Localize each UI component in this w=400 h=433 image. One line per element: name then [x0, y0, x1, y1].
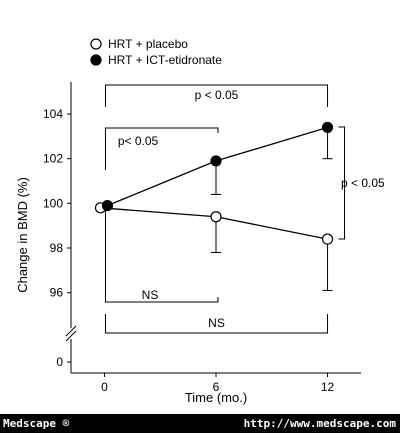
chart: p < 0.05 p< 0.05 p < 0.05 NS NS 0 96 98 100 102 1… [15, 37, 385, 405]
y-tick-label: 100 [43, 196, 63, 210]
y-tick-label: 0 [56, 355, 63, 369]
data-point [101, 199, 114, 212]
y-axis-label: Change in BMD (%) [15, 177, 30, 293]
significance-brackets: p < 0.05 p< 0.05 p < 0.05 NS NS [104, 84, 385, 334]
bracket-label: NS [208, 316, 225, 330]
bracket-label: p < 0.05 [195, 88, 239, 102]
x-tick-label: 0 [101, 380, 108, 394]
bracket-label: p< 0.05 [118, 134, 159, 148]
y-tick-label: 102 [43, 152, 63, 166]
bracket-label: p < 0.05 [341, 176, 385, 190]
legend-label: HRT + placebo [108, 37, 188, 51]
x-tick-label: 6 [213, 380, 220, 394]
data-point [321, 233, 334, 245]
legend-marker [90, 38, 102, 50]
footer-url: http://www.medscape.com [243, 417, 396, 430]
bracket-0-12-bottom [104, 314, 329, 334]
data-points [94, 121, 334, 245]
footer-bar: Medscape ® http://www.medscape.com [0, 414, 400, 433]
legend-label: HRT + ICT-etidronate [108, 53, 222, 67]
y-tick-label: 98 [50, 241, 64, 255]
axis-break-mark [65, 330, 77, 342]
footer-brand: Medscape ® [3, 417, 70, 430]
x-tick-label: 12 [321, 380, 335, 394]
error-bars [211, 127, 333, 291]
axis-break-mark [65, 325, 77, 337]
data-point [210, 155, 222, 167]
bracket-series-right [338, 126, 346, 240]
legend: HRT + placebo HRT + ICT-etidronate [90, 37, 222, 67]
x-axis-label: Time (mo.) [185, 390, 247, 405]
bracket-0-12-top [104, 84, 329, 107]
axes: 0 96 98 100 102 104 0 6 12 Time (mo.) Change in BM… [15, 82, 361, 405]
y-tick-label: 96 [50, 286, 64, 300]
bracket-0-6-lower [104, 210, 219, 303]
y-tick-label: 104 [43, 107, 63, 121]
bracket-label: NS [142, 288, 159, 302]
legend-marker [90, 54, 102, 66]
data-point [210, 211, 222, 223]
data-point [321, 121, 334, 134]
bracket-0-6-upper [104, 127, 219, 170]
